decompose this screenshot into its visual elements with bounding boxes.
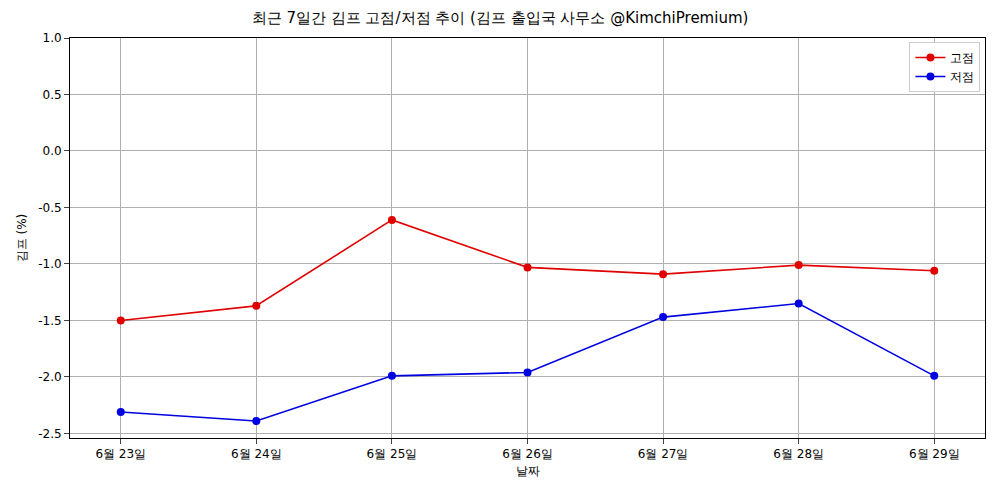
- svg-text:-1.0: -1.0: [38, 257, 61, 271]
- svg-text:김프 (%): 김프 (%): [15, 214, 29, 263]
- svg-text:최근 7일간 김프 고점/저점 추이 (김프 출입국 사무소: 최근 7일간 김프 고점/저점 추이 (김프 출입국 사무소 @KimchiPr…: [252, 9, 749, 27]
- svg-text:-2.0: -2.0: [38, 370, 61, 384]
- svg-text:6월 25일: 6월 25일: [367, 447, 418, 461]
- svg-text:6월 26일: 6월 26일: [502, 447, 553, 461]
- svg-text:고점: 고점: [950, 51, 974, 65]
- svg-text:저점: 저점: [950, 70, 974, 84]
- svg-text:6월 28일: 6월 28일: [773, 447, 824, 461]
- svg-text:0.0: 0.0: [43, 144, 62, 158]
- svg-text:6월 24일: 6월 24일: [231, 447, 282, 461]
- svg-text:-2.5: -2.5: [38, 427, 61, 441]
- svg-text:날짜: 날짜: [516, 464, 540, 478]
- svg-text:6월 27일: 6월 27일: [638, 447, 689, 461]
- svg-text:1.0: 1.0: [43, 31, 62, 45]
- svg-text:6월 23일: 6월 23일: [95, 447, 146, 461]
- svg-text:0.5: 0.5: [43, 88, 62, 102]
- svg-text:6월 29일: 6월 29일: [909, 447, 960, 461]
- svg-text:-1.5: -1.5: [38, 314, 61, 328]
- svg-text:-0.5: -0.5: [38, 201, 61, 215]
